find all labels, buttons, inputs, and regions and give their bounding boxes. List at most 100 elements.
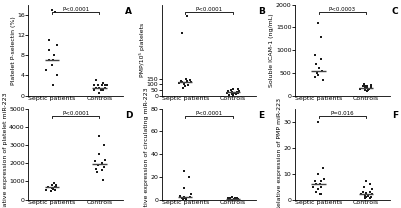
Point <box>231 197 237 201</box>
Point <box>99 81 106 85</box>
Point <box>49 186 56 189</box>
Point <box>101 165 107 168</box>
Point <box>360 190 366 193</box>
Point <box>313 182 319 186</box>
Point <box>178 80 185 84</box>
Point <box>318 185 324 188</box>
Point <box>49 64 55 67</box>
Point <box>312 180 318 183</box>
Point <box>235 197 241 201</box>
Point <box>92 160 98 163</box>
Point <box>52 11 59 14</box>
Point <box>176 81 182 85</box>
Y-axis label: Relative expression of platelet miR-223: Relative expression of platelet miR-223 <box>3 92 8 208</box>
Point <box>360 185 367 188</box>
Point <box>46 48 52 52</box>
Point <box>229 196 235 199</box>
Point <box>361 83 368 86</box>
Point <box>52 189 59 192</box>
Point <box>367 197 373 200</box>
Point <box>314 71 320 74</box>
Point <box>101 84 108 87</box>
Point <box>225 89 231 93</box>
Point <box>96 86 102 90</box>
Point <box>318 193 324 196</box>
Point <box>369 193 375 196</box>
Point <box>365 194 371 197</box>
Point <box>43 188 49 191</box>
Point <box>52 185 59 188</box>
Point <box>316 67 322 70</box>
Text: B: B <box>258 7 265 16</box>
Point <box>365 88 372 91</box>
Point <box>315 120 321 123</box>
Point <box>362 197 369 200</box>
Text: A: A <box>125 7 132 16</box>
Point <box>362 194 369 197</box>
Point <box>178 197 185 200</box>
Point <box>179 197 186 201</box>
Point <box>227 197 234 201</box>
Y-axis label: Relative expression of circulating miR-223: Relative expression of circulating miR-2… <box>144 88 149 208</box>
Point <box>188 81 194 84</box>
Point <box>227 197 233 200</box>
Point <box>362 84 368 87</box>
Point <box>103 84 110 87</box>
Point <box>316 182 323 186</box>
Text: P<0.0001: P<0.0001 <box>195 7 223 12</box>
Point <box>53 74 60 77</box>
Point <box>96 134 102 138</box>
Point <box>100 178 107 181</box>
Point <box>319 69 325 72</box>
Text: P<0.0001: P<0.0001 <box>62 7 89 12</box>
Point <box>98 84 105 87</box>
Point <box>363 84 370 87</box>
Point <box>91 84 97 87</box>
Point <box>363 195 369 199</box>
Point <box>233 197 239 200</box>
Point <box>45 59 52 62</box>
Y-axis label: PMP/10⁵ platelets: PMP/10⁵ platelets <box>139 23 145 77</box>
Point <box>365 88 371 92</box>
Point <box>361 195 368 199</box>
Text: F: F <box>392 111 398 120</box>
Text: C: C <box>392 7 398 16</box>
Point <box>357 87 364 90</box>
Text: D: D <box>125 111 133 120</box>
Point <box>49 59 56 62</box>
Point <box>315 172 322 175</box>
Point <box>91 89 97 92</box>
Point <box>368 83 375 87</box>
Point <box>318 35 324 38</box>
Point <box>320 167 326 170</box>
Point <box>49 187 56 190</box>
Point <box>93 79 99 82</box>
Point <box>182 77 189 80</box>
Point <box>181 170 188 173</box>
Point <box>364 89 371 92</box>
Point <box>188 192 194 196</box>
Point <box>93 167 99 170</box>
Text: P<0.0003: P<0.0003 <box>329 7 356 12</box>
Point <box>317 193 323 196</box>
Point <box>51 182 57 185</box>
Point <box>232 197 239 201</box>
Point <box>226 93 233 97</box>
Point <box>185 84 192 87</box>
Point <box>179 31 185 35</box>
Point <box>100 143 107 147</box>
Point <box>367 182 373 186</box>
Point <box>49 8 55 11</box>
Point <box>363 180 369 183</box>
Point <box>181 85 188 88</box>
Point <box>46 38 52 42</box>
Point <box>229 90 235 94</box>
Point <box>181 197 188 200</box>
Point <box>312 76 318 79</box>
Point <box>233 196 240 199</box>
Point <box>99 169 105 172</box>
Point <box>235 91 241 94</box>
Point <box>313 62 319 66</box>
Point <box>364 87 371 90</box>
Point <box>186 175 192 178</box>
